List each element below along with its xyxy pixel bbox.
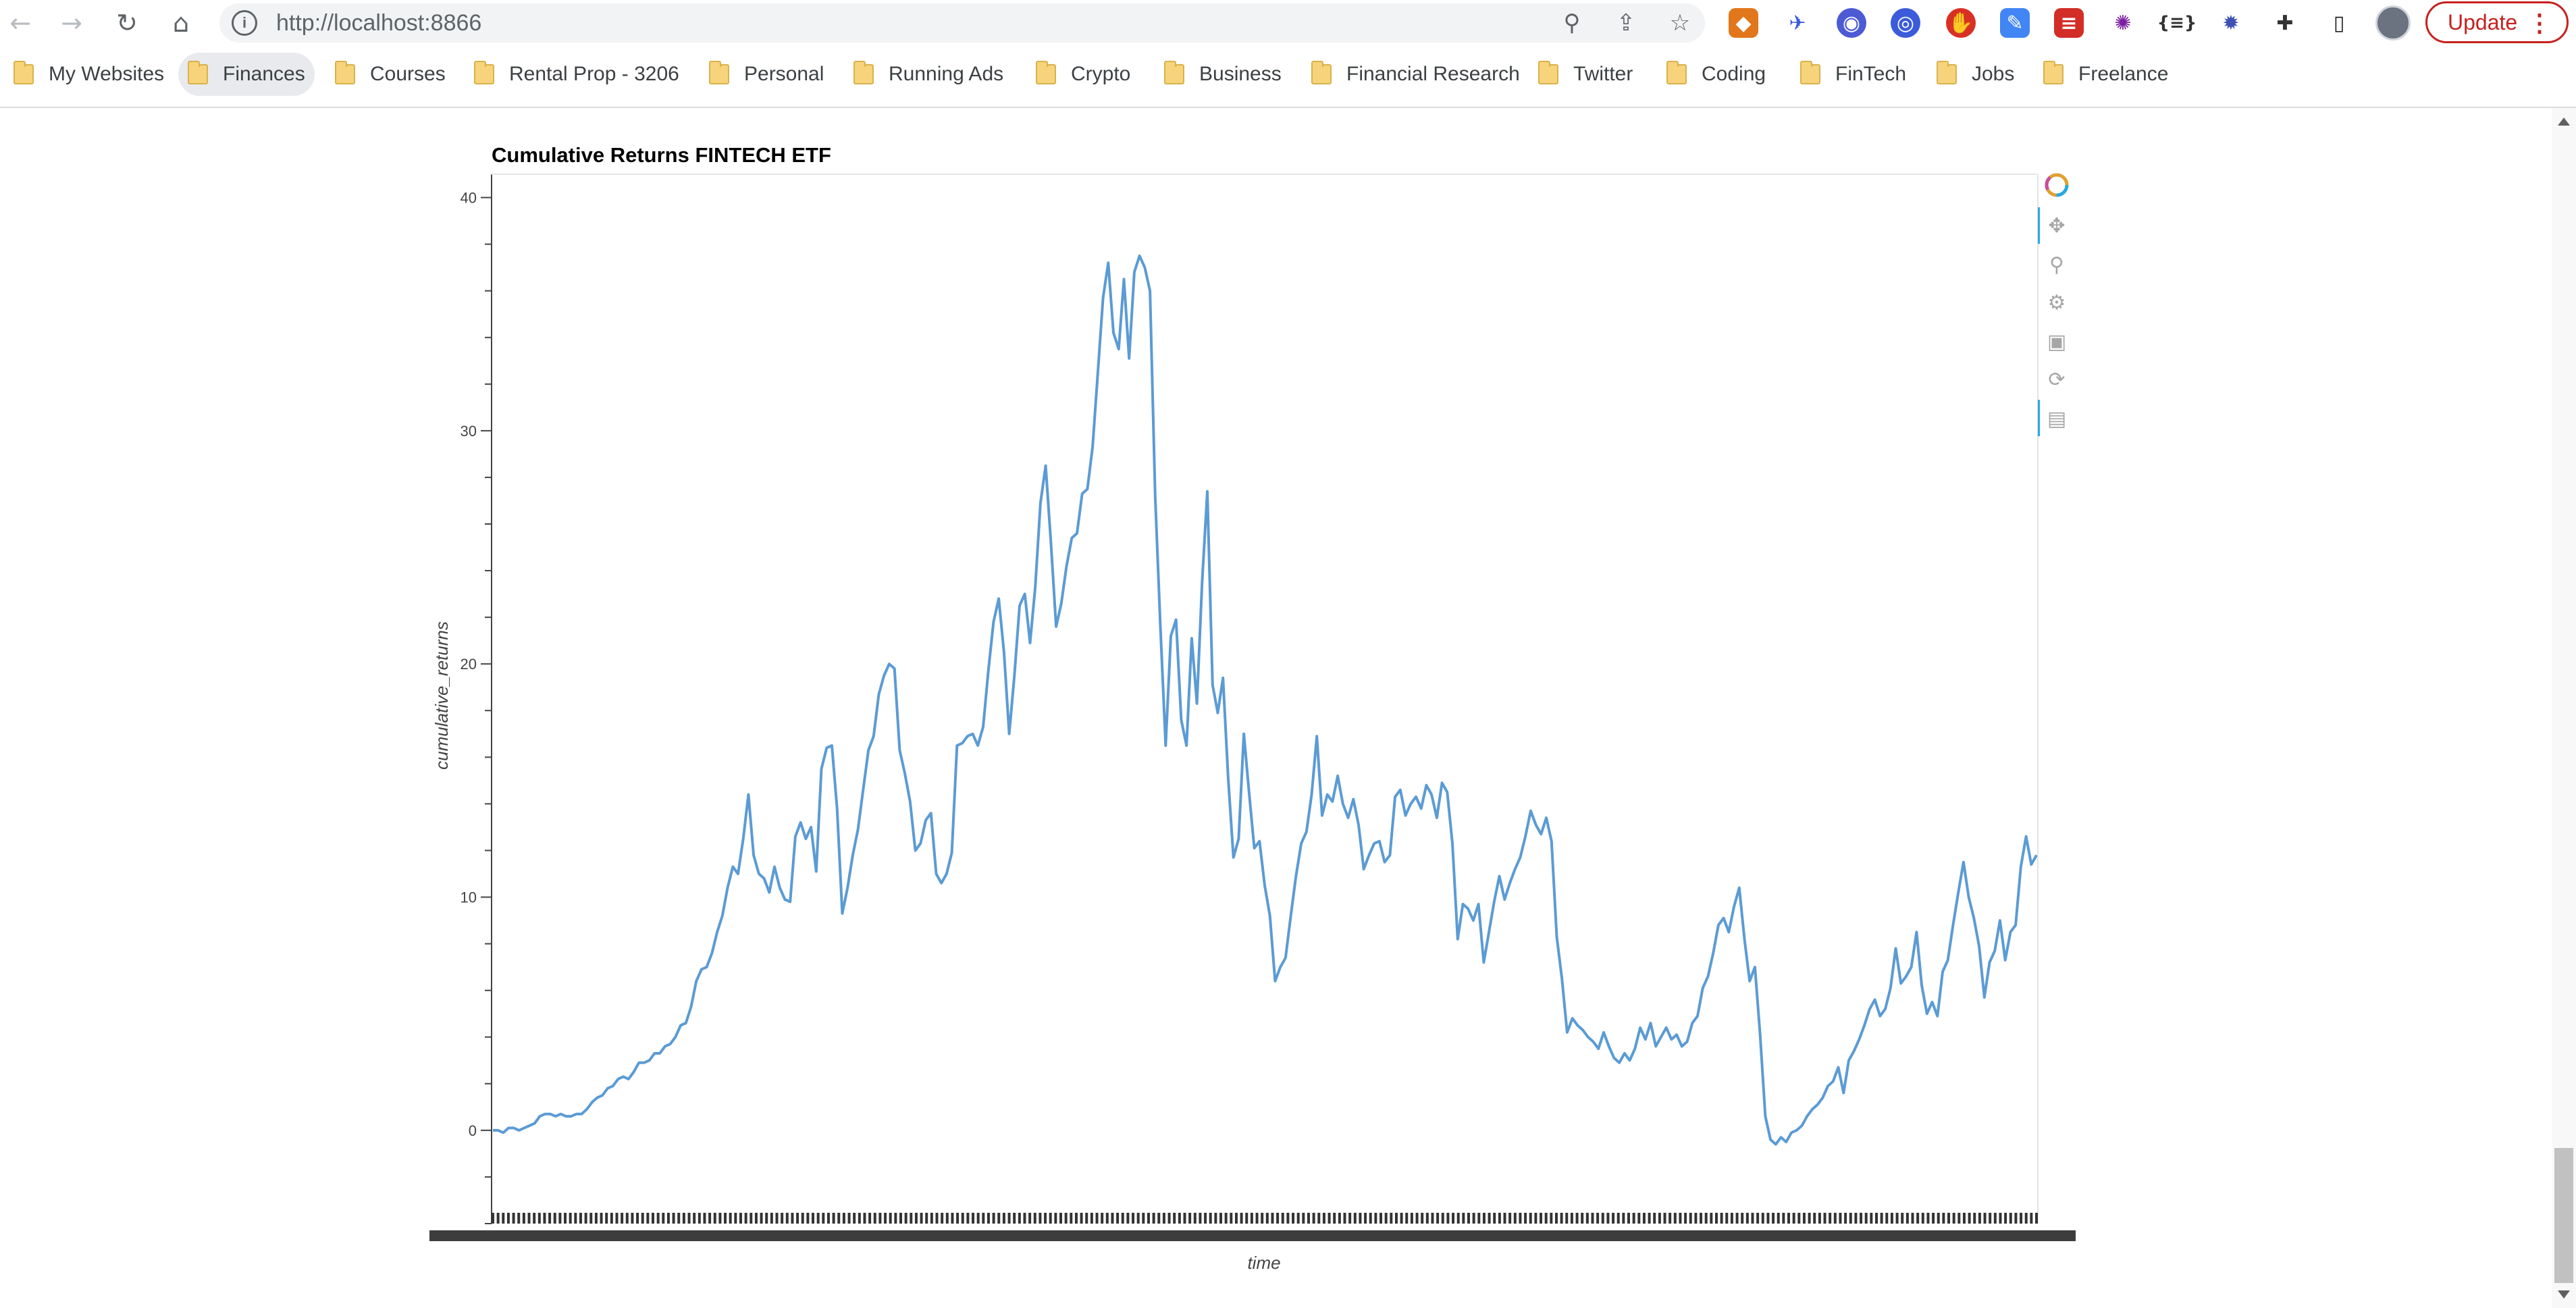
scroll-up-icon[interactable] xyxy=(2558,117,2570,126)
menu-dots-icon: ⋮ xyxy=(2527,9,2552,36)
folder-icon xyxy=(1800,61,1820,84)
bookmark-folder[interactable]: Rental Prop - 3206 xyxy=(465,53,689,96)
bookmark-star-icon[interactable]: ☆ xyxy=(1669,9,1691,36)
hover-tool-icon[interactable]: ▤ xyxy=(2047,407,2067,431)
reset-tool-icon[interactable]: ⟳ xyxy=(2048,367,2066,392)
bookmark-label: Courses xyxy=(370,63,446,85)
avatar[interactable] xyxy=(2375,5,2411,41)
bookmark-label: Business xyxy=(1199,63,1282,85)
y-axis-ticks: 0 10 20 30 40 xyxy=(461,190,492,1224)
lastpass-icon[interactable]: ≡ xyxy=(2054,8,2084,38)
bokeh-logo-icon[interactable] xyxy=(2042,170,2072,200)
bookmark-label: Jobs xyxy=(1972,63,2015,85)
json-braces-icon[interactable]: {≡} xyxy=(2157,8,2197,38)
page-content: Cumulative Returns FINTECH ETF 0 10 20 30 40… xyxy=(0,108,2576,1308)
bookmark-folder[interactable]: Courses xyxy=(325,53,455,96)
browser-toolbar: ← → ↻ ⌂ i http://localhost:8866 ⚲ ⇪ ☆ ◆ … xyxy=(0,0,2576,46)
bookmark-folder[interactable]: Coding xyxy=(1657,53,1775,96)
bookmark-label: Twitter xyxy=(1573,63,1633,85)
url-text[interactable]: http://localhost:8866 xyxy=(276,10,482,36)
side-panel-icon[interactable]: ▯ xyxy=(2324,8,2354,38)
bookmark-label: Freelance xyxy=(2078,63,2169,85)
bookmark-folder[interactable]: Business xyxy=(1155,53,1291,96)
save-tool-icon[interactable]: ▣ xyxy=(2047,330,2067,354)
folder-icon xyxy=(1311,61,1332,84)
satellite-icon[interactable]: ✈ xyxy=(1783,8,1812,38)
range-slider-bar[interactable] xyxy=(429,1230,2076,1241)
folder-icon xyxy=(853,61,874,84)
active-tool-indicator xyxy=(2038,400,2040,436)
active-tool-indicator xyxy=(2038,207,2040,244)
folder-icon xyxy=(709,61,729,84)
metamask-fox-icon[interactable]: ◆ xyxy=(1729,8,1758,38)
x-axis-label: time xyxy=(1247,1253,1280,1273)
color-wheel-icon[interactable]: ✺ xyxy=(2108,8,2138,38)
ghost-icon[interactable]: ◉ xyxy=(1837,8,1866,38)
puzzle-extensions-icon[interactable]: ✚ xyxy=(2270,8,2300,38)
bookmark-folder[interactable]: Jobs xyxy=(1927,53,2024,96)
home-icon[interactable]: ⌂ xyxy=(172,8,190,38)
reload-icon[interactable]: ↻ xyxy=(116,8,138,38)
bookmark-label: Finances xyxy=(223,63,305,85)
y-tick-label: 30 xyxy=(461,423,477,440)
bookmark-folder[interactable]: Crypto xyxy=(1026,53,1140,96)
update-label: Update xyxy=(2448,9,2518,34)
bookmark-folder[interactable]: Running Ads xyxy=(844,53,1013,96)
folder-icon xyxy=(1538,61,1558,84)
share-icon[interactable]: ⇪ xyxy=(1616,9,1636,36)
bookmark-label: Crypto xyxy=(1071,63,1131,85)
bookmark-label: Personal xyxy=(744,63,824,85)
stop-hand-icon[interactable]: ✋ xyxy=(1946,8,1976,38)
bookmark-label: FinTech xyxy=(1835,63,1907,85)
folder-icon xyxy=(14,61,34,84)
back-arrow-icon[interactable]: ← xyxy=(9,8,31,38)
scrollbar-thumb[interactable] xyxy=(2554,1148,2573,1283)
bookmark-label: Coding xyxy=(1702,63,1766,85)
bookmark-folder[interactable]: Financial Research xyxy=(1302,53,1529,96)
bookmark-folder[interactable]: Finances xyxy=(178,53,315,96)
x-axis-ticks xyxy=(492,1213,2038,1224)
folder-icon xyxy=(2043,61,2064,84)
update-button[interactable]: Update ⋮ xyxy=(2425,1,2569,43)
chart-title: Cumulative Returns FINTECH ETF xyxy=(492,143,831,167)
box-zoom-tool-icon[interactable]: ⚲ xyxy=(2049,253,2064,277)
zoom-icon[interactable]: ⚲ xyxy=(1563,9,1581,36)
pen-icon[interactable]: ✎ xyxy=(2000,8,2030,38)
bookmark-folder[interactable]: Twitter xyxy=(1529,53,1642,96)
folder-icon xyxy=(335,61,355,84)
y-axis-label: cumulative_returns xyxy=(431,621,452,770)
bookmark-label: Running Ads xyxy=(889,63,1004,85)
y-tick-label: 10 xyxy=(461,889,477,906)
page-scrollbar[interactable] xyxy=(2552,108,2576,1308)
bookmarks-bar: My Websites Finances Courses Rental Prop… xyxy=(0,47,2576,108)
bookmark-label: Financial Research xyxy=(1346,63,1520,85)
folder-icon xyxy=(1666,61,1687,84)
scroll-down-icon[interactable] xyxy=(2558,1290,2570,1299)
folder-icon xyxy=(474,61,494,84)
folder-icon xyxy=(1937,61,1957,84)
bookmark-label: Rental Prop - 3206 xyxy=(509,63,679,85)
forward-arrow-icon[interactable]: → xyxy=(61,8,82,38)
y-tick-label: 0 xyxy=(469,1122,477,1139)
folder-icon xyxy=(1036,61,1056,84)
line-chart[interactable]: 0 10 20 30 40 time cumulative_returns xyxy=(0,108,2576,1308)
wheel-zoom-tool-icon[interactable]: ⚙ xyxy=(2047,290,2066,315)
bookmark-label: My Websites xyxy=(49,63,165,85)
address-bar[interactable]: i http://localhost:8866 ⚲ ⇪ ☆ xyxy=(219,3,1705,43)
sparkle-icon[interactable]: ✹ xyxy=(2216,8,2246,38)
y-tick-label: 40 xyxy=(461,190,477,207)
folder-icon xyxy=(1164,61,1184,84)
bookmark-folder[interactable]: Personal xyxy=(700,53,833,96)
bookmark-folder[interactable]: FinTech xyxy=(1791,53,1916,96)
target-icon[interactable]: ◎ xyxy=(1891,8,1920,38)
bookmark-folder[interactable]: Freelance xyxy=(2034,53,2178,96)
y-tick-label: 20 xyxy=(461,656,477,673)
series-line xyxy=(493,254,2038,1146)
folder-icon xyxy=(188,61,208,84)
bookmark-folder[interactable]: My Websites xyxy=(4,53,174,96)
site-info-icon[interactable]: i xyxy=(232,10,257,36)
pan-tool-icon[interactable]: ✥ xyxy=(2048,213,2066,238)
